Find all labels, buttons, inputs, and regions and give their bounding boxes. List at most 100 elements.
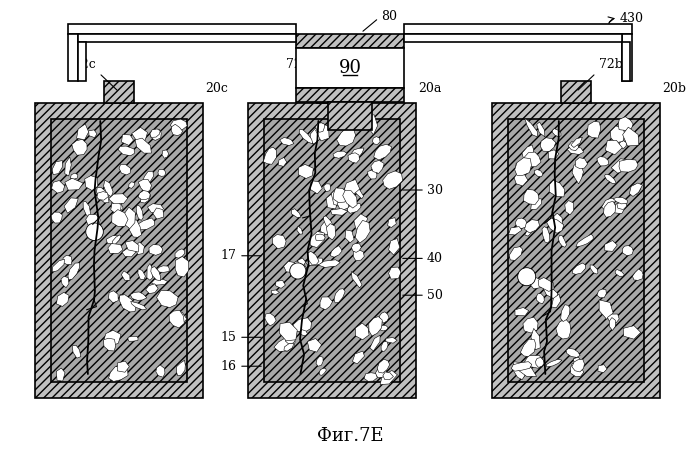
Polygon shape xyxy=(381,341,388,351)
Polygon shape xyxy=(278,158,287,166)
Polygon shape xyxy=(51,212,62,223)
Polygon shape xyxy=(150,129,161,141)
Polygon shape xyxy=(352,351,365,364)
Polygon shape xyxy=(150,267,160,281)
Polygon shape xyxy=(389,239,400,255)
Polygon shape xyxy=(552,129,561,137)
Bar xyxy=(248,103,416,398)
Polygon shape xyxy=(337,197,349,211)
Polygon shape xyxy=(609,317,615,330)
Polygon shape xyxy=(632,184,640,195)
Polygon shape xyxy=(514,172,528,186)
Polygon shape xyxy=(515,218,527,229)
Polygon shape xyxy=(622,127,639,146)
Polygon shape xyxy=(572,163,583,184)
Polygon shape xyxy=(319,368,326,375)
Polygon shape xyxy=(351,243,361,252)
Polygon shape xyxy=(284,344,294,351)
Circle shape xyxy=(290,263,306,279)
Polygon shape xyxy=(618,117,633,131)
Polygon shape xyxy=(153,208,164,219)
Polygon shape xyxy=(380,325,388,331)
Bar xyxy=(317,81,347,103)
Polygon shape xyxy=(120,294,136,312)
Polygon shape xyxy=(299,130,313,144)
Polygon shape xyxy=(590,265,598,274)
Polygon shape xyxy=(511,362,532,371)
Polygon shape xyxy=(344,180,360,196)
Polygon shape xyxy=(525,355,545,368)
Text: 16: 16 xyxy=(220,360,236,373)
Polygon shape xyxy=(331,188,344,206)
Bar xyxy=(78,34,296,42)
Polygon shape xyxy=(146,284,158,294)
Bar xyxy=(248,103,416,398)
Polygon shape xyxy=(514,158,531,175)
Polygon shape xyxy=(316,123,325,132)
Polygon shape xyxy=(297,226,303,234)
Polygon shape xyxy=(288,261,307,276)
Polygon shape xyxy=(330,245,342,257)
Polygon shape xyxy=(119,164,130,175)
Text: 20c: 20c xyxy=(205,82,228,95)
Polygon shape xyxy=(150,129,160,137)
Polygon shape xyxy=(509,227,522,235)
Polygon shape xyxy=(525,224,535,236)
Circle shape xyxy=(86,223,104,240)
Polygon shape xyxy=(68,263,80,280)
Polygon shape xyxy=(76,124,89,140)
Polygon shape xyxy=(343,190,357,208)
Polygon shape xyxy=(122,135,134,145)
Polygon shape xyxy=(134,242,144,255)
Polygon shape xyxy=(629,183,643,196)
Polygon shape xyxy=(611,159,630,173)
Polygon shape xyxy=(286,333,296,344)
Bar xyxy=(508,119,644,382)
Polygon shape xyxy=(130,292,147,300)
Polygon shape xyxy=(617,202,626,210)
Polygon shape xyxy=(138,269,146,280)
Polygon shape xyxy=(323,216,335,232)
Bar xyxy=(296,34,404,48)
Polygon shape xyxy=(158,266,169,273)
Polygon shape xyxy=(355,220,370,243)
Polygon shape xyxy=(534,169,543,177)
Polygon shape xyxy=(57,292,69,306)
Bar xyxy=(328,102,372,130)
Polygon shape xyxy=(175,249,185,258)
Polygon shape xyxy=(298,164,314,179)
Polygon shape xyxy=(310,128,323,144)
Polygon shape xyxy=(104,180,113,196)
Bar xyxy=(68,24,296,34)
Bar xyxy=(404,24,632,34)
Polygon shape xyxy=(311,180,322,194)
Polygon shape xyxy=(615,269,624,276)
Polygon shape xyxy=(573,357,583,370)
Polygon shape xyxy=(169,311,184,328)
Polygon shape xyxy=(118,361,130,372)
Polygon shape xyxy=(350,148,364,160)
Polygon shape xyxy=(279,137,294,146)
Polygon shape xyxy=(556,319,571,339)
Polygon shape xyxy=(602,198,616,211)
Polygon shape xyxy=(388,218,396,228)
Bar xyxy=(264,119,400,382)
Bar xyxy=(508,119,644,382)
Text: 72a: 72a xyxy=(286,58,309,71)
Polygon shape xyxy=(547,218,564,233)
Polygon shape xyxy=(374,144,391,160)
Bar xyxy=(492,103,660,398)
Bar xyxy=(508,119,644,382)
Polygon shape xyxy=(351,272,362,288)
Polygon shape xyxy=(63,255,72,265)
Polygon shape xyxy=(523,317,538,333)
Polygon shape xyxy=(597,157,609,166)
Polygon shape xyxy=(149,245,162,255)
Text: 90: 90 xyxy=(339,59,361,77)
Polygon shape xyxy=(129,182,134,189)
Bar xyxy=(104,81,134,103)
Polygon shape xyxy=(599,300,613,319)
Polygon shape xyxy=(316,234,326,240)
Polygon shape xyxy=(380,371,398,385)
Polygon shape xyxy=(529,277,542,289)
